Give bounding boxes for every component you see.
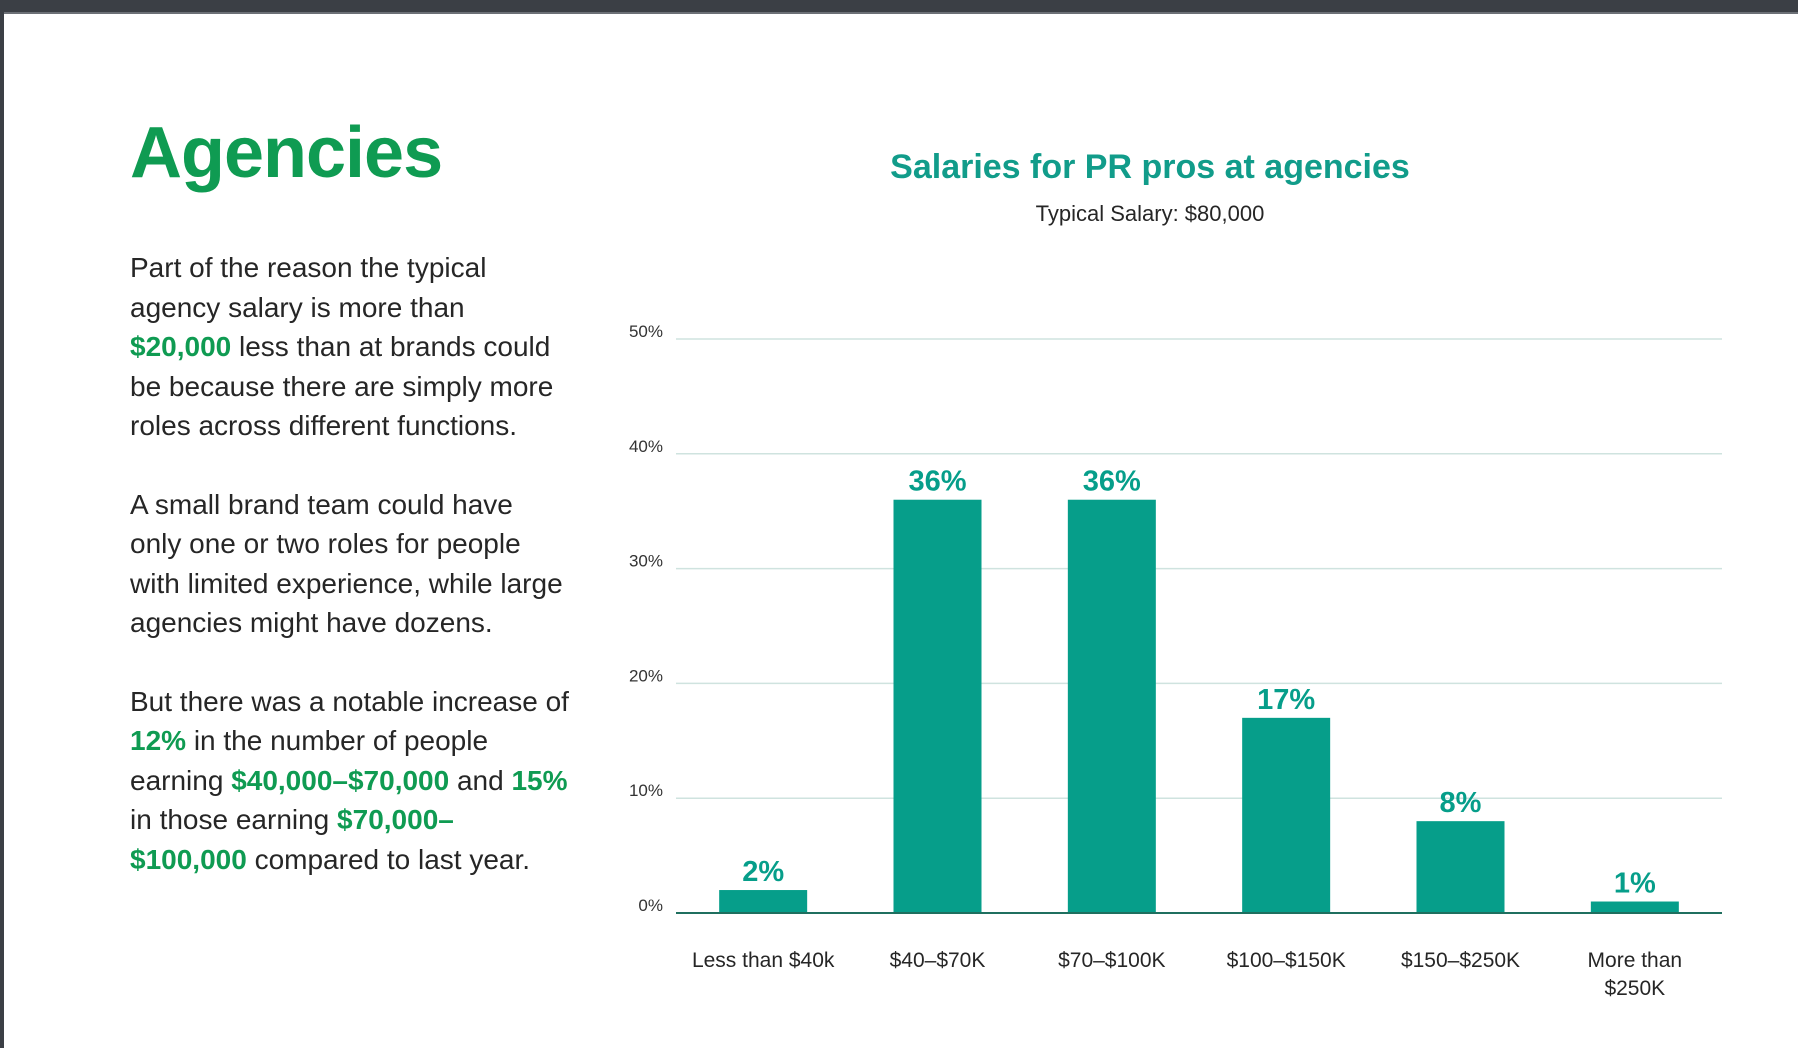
x-tick-label: $250K	[1604, 977, 1665, 1000]
paragraph-2: A small brand team could have only one o…	[130, 488, 563, 639]
highlight-20000: $20,000	[130, 331, 232, 362]
data-label: 36%	[908, 466, 966, 498]
paragraph-1: Part of the reason the typical agency sa…	[130, 248, 570, 446]
data-label: 17%	[1257, 684, 1315, 716]
window-top-bar	[0, 0, 1798, 14]
bar	[893, 499, 982, 913]
page-heading: Agencies	[130, 113, 443, 193]
y-tick-label: 20%	[629, 666, 663, 685]
paragraph-3-text-c: in the number of people earning	[130, 725, 489, 796]
x-tick-label: Less than $40k	[692, 949, 835, 972]
paragraph-3-text-g: in those earning	[130, 804, 338, 835]
y-tick-label: 40%	[629, 437, 663, 456]
y-tick-label: 50%	[629, 322, 663, 341]
bar	[1590, 901, 1679, 913]
body-text: Part of the reason the typical agency sa…	[130, 248, 570, 918]
highlight-70k-100k: $70,000–$100,000	[130, 804, 454, 875]
bar	[1067, 499, 1156, 913]
paragraph-3-text-a: But there was a notable increase of	[130, 685, 569, 717]
paragraph-1-text-a: Part of the reason the typical agency sa…	[130, 252, 487, 323]
x-tick-label: More than	[1588, 949, 1683, 972]
bar	[719, 890, 808, 913]
highlight-40k-70k: $40,000–$70,000	[231, 764, 450, 796]
data-label: 8%	[1440, 787, 1482, 819]
y-tick-label: 10%	[629, 781, 663, 800]
data-label: 1%	[1614, 868, 1656, 900]
x-tick-label: $100–$150K	[1227, 949, 1346, 972]
paragraph-3: But there was a notable increase of 12% …	[130, 682, 570, 880]
window-left-edge	[0, 12, 4, 1048]
paragraph-3-text-e: and	[449, 764, 512, 796]
chart-subtitle: Typical Salary: $80,000	[1035, 201, 1265, 226]
y-tick-label: 0%	[638, 896, 663, 915]
y-tick-label: 30%	[629, 552, 663, 571]
highlight-15-percent: 15%	[511, 764, 568, 796]
paragraph-1-text-c: less than at brands could be because the…	[130, 331, 554, 441]
data-label: 36%	[1083, 466, 1141, 498]
data-label: 2%	[742, 856, 784, 888]
x-tick-label: $40–$70K	[890, 949, 986, 972]
chart-title: Salaries for PR pros at agencies	[890, 148, 1410, 186]
highlight-12-percent: 12%	[130, 725, 187, 756]
x-tick-label: $70–$100K	[1058, 949, 1165, 972]
paragraph-3-text-i: compared to last year.	[246, 843, 531, 875]
x-tick-label: $150–$250K	[1401, 949, 1520, 972]
bar	[1242, 717, 1331, 913]
bar	[1416, 821, 1505, 913]
